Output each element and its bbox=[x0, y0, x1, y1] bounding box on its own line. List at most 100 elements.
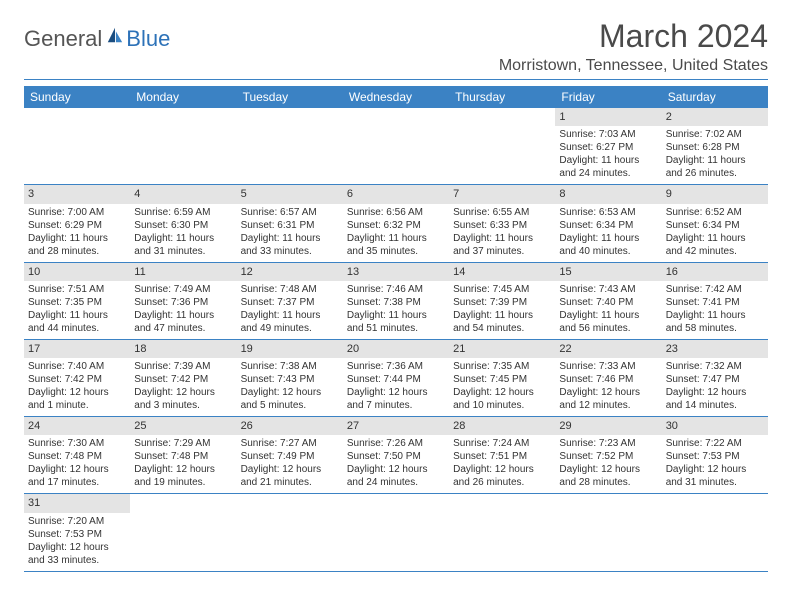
sunset-line: Sunset: 7:50 PM bbox=[347, 450, 445, 463]
sunset-line: Sunset: 7:52 PM bbox=[559, 450, 657, 463]
day-number: 25 bbox=[130, 417, 236, 435]
day-cell bbox=[24, 108, 130, 185]
day-cell: 29Sunrise: 7:23 AMSunset: 7:52 PMDayligh… bbox=[555, 417, 661, 494]
daylight-line: Daylight: 12 hours and 12 minutes. bbox=[559, 386, 657, 412]
title-block: March 2024 Morristown, Tennessee, United… bbox=[499, 18, 768, 75]
sunset-line: Sunset: 7:41 PM bbox=[666, 296, 764, 309]
day-content: Sunrise: 7:27 AMSunset: 7:49 PMDaylight:… bbox=[237, 435, 343, 493]
daylight-line: Daylight: 12 hours and 24 minutes. bbox=[347, 463, 445, 489]
daylight-line: Daylight: 11 hours and 28 minutes. bbox=[28, 232, 126, 258]
day-cell bbox=[343, 108, 449, 185]
day-content: Sunrise: 7:24 AMSunset: 7:51 PMDaylight:… bbox=[449, 435, 555, 493]
sunrise-line: Sunrise: 6:53 AM bbox=[559, 206, 657, 219]
day-cell: 28Sunrise: 7:24 AMSunset: 7:51 PMDayligh… bbox=[449, 417, 555, 494]
day-number: 26 bbox=[237, 417, 343, 435]
day-cell: 1Sunrise: 7:03 AMSunset: 6:27 PMDaylight… bbox=[555, 108, 661, 185]
day-cell: 14Sunrise: 7:45 AMSunset: 7:39 PMDayligh… bbox=[449, 262, 555, 339]
day-content: Sunrise: 7:48 AMSunset: 7:37 PMDaylight:… bbox=[237, 281, 343, 339]
sunset-line: Sunset: 7:45 PM bbox=[453, 373, 551, 386]
daylight-line: Daylight: 12 hours and 10 minutes. bbox=[453, 386, 551, 412]
day-number: 13 bbox=[343, 263, 449, 281]
day-header: Wednesday bbox=[343, 86, 449, 108]
day-header-row: Sunday Monday Tuesday Wednesday Thursday… bbox=[24, 86, 768, 108]
day-cell: 8 Sunrise: 6:53 AMSunset: 6:34 PMDaylight… bbox=[555, 185, 661, 262]
logo: General Blue bbox=[24, 18, 170, 52]
day-cell: 21Sunrise: 7:35 AMSunset: 7:45 PMDayligh… bbox=[449, 339, 555, 416]
day-header: Saturday bbox=[662, 86, 768, 108]
sunset-line: Sunset: 6:34 PM bbox=[559, 219, 657, 232]
day-cell: 10Sunrise: 7:51 AMSunset: 7:35 PMDayligh… bbox=[24, 262, 130, 339]
day-number: 31 bbox=[24, 494, 130, 512]
day-cell: 12Sunrise: 7:48 AMSunset: 7:37 PMDayligh… bbox=[237, 262, 343, 339]
day-content: Sunrise: 7:45 AMSunset: 7:39 PMDaylight:… bbox=[449, 281, 555, 339]
sunset-line: Sunset: 7:40 PM bbox=[559, 296, 657, 309]
sunset-line: Sunset: 7:39 PM bbox=[453, 296, 551, 309]
day-header: Friday bbox=[555, 86, 661, 108]
daylight-line: Daylight: 11 hours and 49 minutes. bbox=[241, 309, 339, 335]
daylight-line: Daylight: 12 hours and 19 minutes. bbox=[134, 463, 232, 489]
sunset-line: Sunset: 6:27 PM bbox=[559, 141, 657, 154]
day-cell: 31Sunrise: 7:20 AMSunset: 7:53 PMDayligh… bbox=[24, 494, 130, 571]
sunrise-line: Sunrise: 7:43 AM bbox=[559, 283, 657, 296]
sunrise-line: Sunrise: 7:46 AM bbox=[347, 283, 445, 296]
daylight-line: Daylight: 11 hours and 44 minutes. bbox=[28, 309, 126, 335]
week-row: 3Sunrise: 7:00 AMSunset: 6:29 PMDaylight… bbox=[24, 185, 768, 262]
sunrise-line: Sunrise: 6:59 AM bbox=[134, 206, 232, 219]
day-cell bbox=[343, 494, 449, 571]
header: General Blue March 2024 Morristown, Tenn… bbox=[24, 18, 768, 75]
sunset-line: Sunset: 7:38 PM bbox=[347, 296, 445, 309]
day-cell: 26Sunrise: 7:27 AMSunset: 7:49 PMDayligh… bbox=[237, 417, 343, 494]
day-cell: 30Sunrise: 7:22 AMSunset: 7:53 PMDayligh… bbox=[662, 417, 768, 494]
day-number: 2 bbox=[662, 108, 768, 126]
day-content: Sunrise: 6:59 AMSunset: 6:30 PMDaylight:… bbox=[130, 204, 236, 262]
sunrise-line: Sunrise: 7:36 AM bbox=[347, 360, 445, 373]
day-content: Sunrise: 7:00 AMSunset: 6:29 PMDaylight:… bbox=[24, 204, 130, 262]
sunrise-line: Sunrise: 7:42 AM bbox=[666, 283, 764, 296]
sunrise-line: Sunrise: 7:45 AM bbox=[453, 283, 551, 296]
day-cell: 5Sunrise: 6:57 AMSunset: 6:31 PMDaylight… bbox=[237, 185, 343, 262]
day-content: Sunrise: 7:20 AMSunset: 7:53 PMDaylight:… bbox=[24, 513, 130, 571]
daylight-line: Daylight: 11 hours and 37 minutes. bbox=[453, 232, 551, 258]
day-number: 9 bbox=[662, 185, 768, 203]
sunrise-line: Sunrise: 7:27 AM bbox=[241, 437, 339, 450]
day-cell: 22Sunrise: 7:33 AMSunset: 7:46 PMDayligh… bbox=[555, 339, 661, 416]
daylight-line: Daylight: 12 hours and 3 minutes. bbox=[134, 386, 232, 412]
sunset-line: Sunset: 7:49 PM bbox=[241, 450, 339, 463]
day-cell: 2Sunrise: 7:02 AMSunset: 6:28 PMDaylight… bbox=[662, 108, 768, 185]
day-number: 8 bbox=[555, 185, 661, 203]
day-number: 29 bbox=[555, 417, 661, 435]
day-number: 1 bbox=[555, 108, 661, 126]
day-cell: 19Sunrise: 7:38 AMSunset: 7:43 PMDayligh… bbox=[237, 339, 343, 416]
sunrise-line: Sunrise: 7:20 AM bbox=[28, 515, 126, 528]
daylight-line: Daylight: 12 hours and 33 minutes. bbox=[28, 541, 126, 567]
day-number: 30 bbox=[662, 417, 768, 435]
logo-text-general: General bbox=[24, 26, 102, 52]
sunset-line: Sunset: 6:31 PM bbox=[241, 219, 339, 232]
day-cell: 20Sunrise: 7:36 AMSunset: 7:44 PMDayligh… bbox=[343, 339, 449, 416]
day-number: 17 bbox=[24, 340, 130, 358]
day-header: Monday bbox=[130, 86, 236, 108]
day-number: 24 bbox=[24, 417, 130, 435]
day-cell bbox=[237, 494, 343, 571]
week-row: 24Sunrise: 7:30 AMSunset: 7:48 PMDayligh… bbox=[24, 417, 768, 494]
sunset-line: Sunset: 7:53 PM bbox=[28, 528, 126, 541]
sunset-line: Sunset: 6:34 PM bbox=[666, 219, 764, 232]
day-content: Sunrise: 7:22 AMSunset: 7:53 PMDaylight:… bbox=[662, 435, 768, 493]
daylight-line: Daylight: 11 hours and 40 minutes. bbox=[559, 232, 657, 258]
day-content: Sunrise: 7:49 AMSunset: 7:36 PMDaylight:… bbox=[130, 281, 236, 339]
day-number: 22 bbox=[555, 340, 661, 358]
daylight-line: Daylight: 12 hours and 5 minutes. bbox=[241, 386, 339, 412]
sunrise-line: Sunrise: 7:26 AM bbox=[347, 437, 445, 450]
daylight-line: Daylight: 12 hours and 21 minutes. bbox=[241, 463, 339, 489]
day-number: 14 bbox=[449, 263, 555, 281]
sunset-line: Sunset: 7:47 PM bbox=[666, 373, 764, 386]
day-content: Sunrise: 7:23 AMSunset: 7:52 PMDaylight:… bbox=[555, 435, 661, 493]
daylight-line: Daylight: 11 hours and 33 minutes. bbox=[241, 232, 339, 258]
sunrise-line: Sunrise: 7:29 AM bbox=[134, 437, 232, 450]
day-cell bbox=[130, 494, 236, 571]
day-number: 27 bbox=[343, 417, 449, 435]
daylight-line: Daylight: 11 hours and 42 minutes. bbox=[666, 232, 764, 258]
day-cell: 23Sunrise: 7:32 AMSunset: 7:47 PMDayligh… bbox=[662, 339, 768, 416]
day-content: Sunrise: 6:55 AMSunset: 6:33 PMDaylight:… bbox=[449, 204, 555, 262]
daylight-line: Daylight: 11 hours and 56 minutes. bbox=[559, 309, 657, 335]
